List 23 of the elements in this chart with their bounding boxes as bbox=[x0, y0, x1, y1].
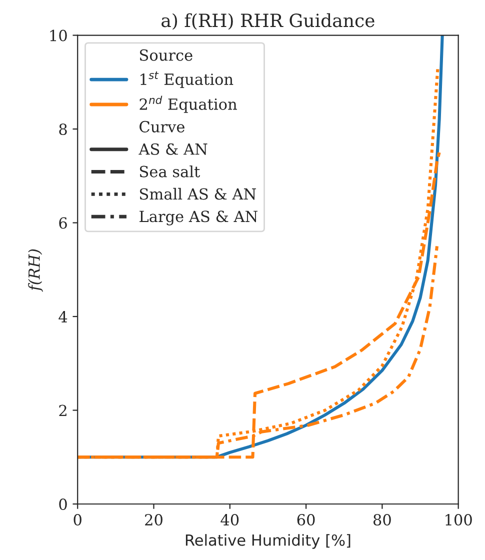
chart-title: a) f(RH) RHR Guidance bbox=[162, 13, 374, 30]
y-tick-label: 8 bbox=[59, 123, 67, 136]
x-tick-label: 60 bbox=[297, 514, 315, 526]
x-tick-label: 0 bbox=[74, 514, 82, 526]
y-tick-label: 4 bbox=[58, 310, 68, 322]
y-tick-label: 2 bbox=[59, 404, 66, 416]
x-tick-label: 80 bbox=[373, 514, 391, 526]
annotation: 1$^{st}$ Equation bbox=[140, 71, 234, 88]
annotation: 2$^{nd}$ Equation bbox=[140, 96, 237, 113]
annotation: Source bbox=[140, 49, 192, 61]
y-axis-title: f(RH) bbox=[28, 249, 43, 292]
annotation: Sea salt bbox=[140, 166, 200, 178]
annotation: Large AS & AN bbox=[140, 210, 258, 226]
annotation: Curve bbox=[140, 120, 184, 132]
y-tick-label: 6 bbox=[59, 217, 67, 229]
y-tick-label: 10 bbox=[50, 30, 67, 42]
y-tick-label: 0 bbox=[59, 498, 67, 510]
x-tick-label: 100 bbox=[446, 514, 472, 526]
x-axis-title: Relative Humidity [%] bbox=[186, 534, 350, 549]
x-tick-label: 40 bbox=[220, 514, 239, 526]
annotation: Small AS & AN bbox=[140, 188, 256, 200]
x-tick-label: 20 bbox=[145, 514, 162, 526]
annotation: AS & AN bbox=[138, 143, 208, 155]
